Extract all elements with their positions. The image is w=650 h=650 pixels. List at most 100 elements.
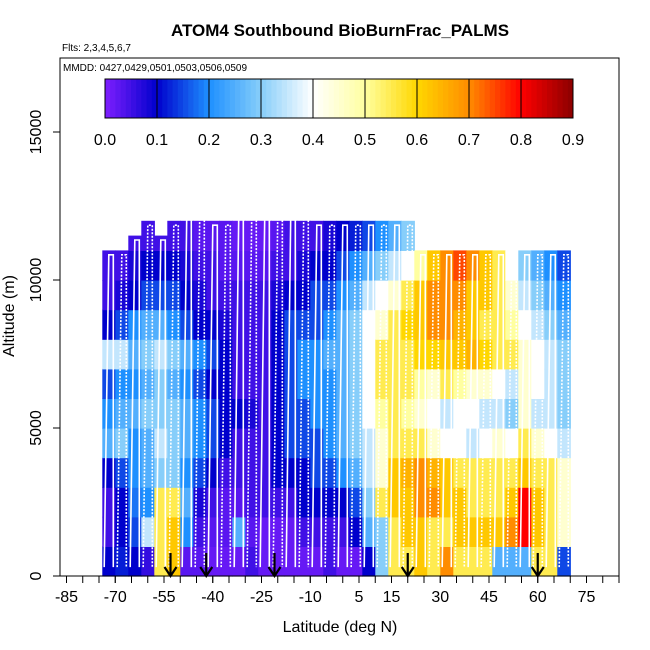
- colorbar-swatch: [359, 79, 366, 118]
- colorbar-swatch: [463, 79, 470, 118]
- colorbar-swatch: [198, 79, 205, 118]
- heatmap-cell: [323, 546, 337, 577]
- heatmap-cell: [271, 309, 285, 340]
- heatmap-cell: [557, 546, 571, 577]
- flight-profile-line: [532, 254, 544, 568]
- colorbar-swatch: [333, 79, 340, 118]
- x-axis-tick-label: 60: [529, 589, 547, 606]
- flight-track-layer: [103, 209, 570, 568]
- colorbar-swatch: [167, 79, 174, 118]
- heatmap-cell: [323, 457, 337, 488]
- flight-profile-line: [545, 254, 557, 568]
- flight-profile-line: [493, 254, 505, 568]
- y-axis: 0 5000 10000 15000: [28, 110, 60, 580]
- colorbar-swatch: [131, 79, 137, 118]
- colorbar-swatch: [396, 79, 402, 118]
- heatmap-cell: [271, 250, 285, 281]
- heatmap-cell: [141, 398, 155, 429]
- heatmap-cell: [349, 398, 363, 429]
- flight-profile-line: [311, 224, 323, 568]
- heatmap-cell: [479, 398, 493, 429]
- flight-profile-line: [506, 254, 518, 568]
- colorbar-swatch: [146, 79, 153, 118]
- colorbar-swatch: [261, 79, 267, 118]
- colorbar-swatch: [401, 79, 408, 118]
- flight-profile-line: [389, 224, 401, 568]
- colorbar-swatch: [531, 79, 538, 118]
- colorbar-swatch: [474, 79, 480, 118]
- colorbar-swatch: [443, 79, 449, 118]
- colorbar-swatch: [203, 79, 210, 118]
- heatmap-cell: [401, 280, 415, 311]
- flight-profile-line: [350, 224, 362, 568]
- colorbar-swatch: [245, 79, 252, 118]
- colorbar-swatch: [209, 79, 215, 118]
- colorbar-swatch: [515, 79, 522, 118]
- colorbar-swatch: [318, 79, 324, 118]
- flight-profile-line: [155, 239, 167, 568]
- x-axis-tick-label: -40: [201, 589, 224, 606]
- heatmap-cell: [245, 309, 259, 340]
- flight-profile-line: [168, 224, 180, 568]
- colorbar-swatch: [188, 79, 194, 118]
- colorbar-swatch: [281, 79, 288, 118]
- heatmap-cell: [323, 280, 337, 311]
- colorbar-swatch: [110, 79, 116, 118]
- x-axis-tick-label: -70: [104, 589, 127, 606]
- heatmap-cell: [479, 546, 493, 577]
- heatmap-cell: [297, 250, 311, 281]
- colorbar-swatch: [271, 79, 278, 118]
- colorbar-swatch: [458, 79, 465, 118]
- colorbar-tick-label: 0.2: [198, 132, 220, 149]
- colorbar-swatch: [562, 79, 569, 118]
- colorbar-swatch: [255, 79, 262, 118]
- heatmap-cell: [297, 368, 311, 399]
- flight-profile-line: [467, 254, 479, 568]
- colorbar-swatch: [157, 79, 163, 118]
- colorbar-swatch: [307, 79, 314, 118]
- flight-profile-line: [129, 239, 141, 568]
- flight-profile-line: [558, 254, 570, 568]
- heatmap-cell: [115, 546, 129, 577]
- heatmap-cell: [349, 457, 363, 488]
- colorbar-swatch: [323, 79, 330, 118]
- y-axis-tick-label: 15000: [28, 110, 45, 155]
- x-axis-tick-label: 30: [431, 589, 449, 606]
- x-axis-tick-label: 75: [578, 589, 596, 606]
- colorbar-swatch: [567, 79, 574, 118]
- flight-profile-line: [519, 254, 531, 568]
- colorbar-swatch: [250, 79, 257, 118]
- heatmap-cell: [531, 457, 545, 488]
- flight-profile-line: [272, 209, 284, 568]
- colorbar-swatch: [349, 79, 356, 118]
- heatmap-cell: [219, 457, 233, 488]
- colorbar-swatch: [422, 79, 428, 118]
- colorbar-swatch: [469, 79, 475, 118]
- colorbar-swatch: [536, 79, 543, 118]
- y-axis-tick-label: 10000: [28, 258, 45, 303]
- flight-profile-line: [246, 209, 258, 568]
- heatmap-cell: [427, 398, 441, 429]
- colorbar-swatch: [302, 79, 309, 118]
- heatmap-cell: [349, 280, 363, 311]
- heatmap-cell: [323, 339, 337, 370]
- colorbar-swatch: [552, 79, 558, 118]
- heatmap-cell: [245, 250, 259, 281]
- heatmap-cell: [219, 398, 233, 429]
- heatmap-cell: [375, 457, 389, 488]
- colorbar-tick-label: 0.3: [250, 132, 272, 149]
- colorbar-swatch: [547, 79, 553, 118]
- heatmap-cell: [505, 398, 519, 429]
- flight-profile-line: [337, 224, 349, 568]
- chart-title: ATOM4 Southbound BioBurnFrac_PALMS: [171, 21, 509, 40]
- x-axis-tick-label: -25: [250, 589, 273, 606]
- heatmap-cell: [453, 457, 467, 488]
- dates-label: MMDD: 0427,0429,0501,0503,0506,0509: [63, 63, 247, 74]
- heatmap-cell: [141, 457, 155, 488]
- flight-profile-line: [142, 224, 154, 568]
- heatmap-cell: [245, 428, 259, 459]
- heatmap-cell: [427, 546, 441, 577]
- x-axis-tick-label: -10: [299, 589, 322, 606]
- colorbar-swatch: [500, 79, 506, 118]
- x-axis-tick-label: 5: [355, 589, 364, 606]
